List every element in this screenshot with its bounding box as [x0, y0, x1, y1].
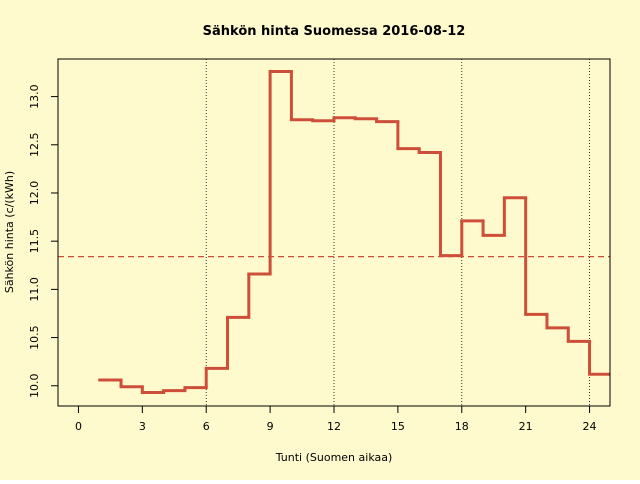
x-tick-label: 6: [203, 420, 210, 433]
y-tick-label: 11.5: [28, 229, 41, 254]
x-tick-label: 15: [391, 420, 405, 433]
x-tick-label: 24: [583, 420, 597, 433]
y-tick-label: 12.0: [28, 181, 41, 206]
x-tick-label: 9: [267, 420, 274, 433]
plot-area: [58, 59, 610, 406]
y-tick-label: 13.0: [28, 84, 41, 109]
x-tick-label: 3: [139, 420, 146, 433]
chart-title: Sähkön hinta Suomessa 2016-08-12: [203, 24, 466, 39]
y-axis-label: Sähkön hinta (c/(kWh): [3, 171, 16, 293]
y-tick-label: 12.5: [28, 133, 41, 158]
x-tick-label: 21: [519, 420, 533, 433]
y-tick-label: 11.0: [28, 277, 41, 302]
x-tick-label: 12: [327, 420, 341, 433]
x-axis-label: Tunti (Suomen aikaa): [275, 451, 393, 464]
x-tick-label: 18: [455, 420, 469, 433]
y-tick-label: 10.5: [28, 325, 41, 350]
x-tick-label: 0: [75, 420, 82, 433]
y-tick-label: 10.0: [28, 374, 41, 399]
